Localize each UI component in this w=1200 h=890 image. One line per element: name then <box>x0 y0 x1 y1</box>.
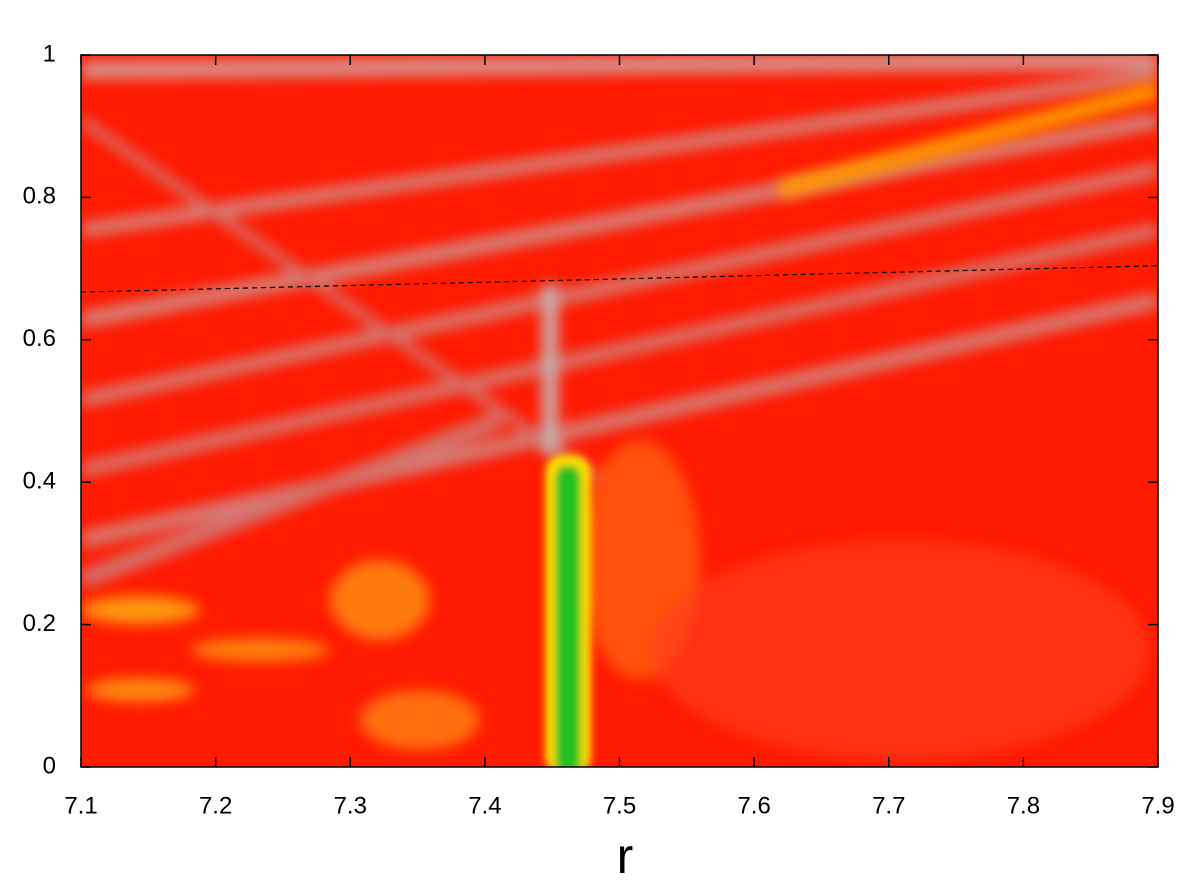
y-tick-label: 0.6 <box>23 325 56 352</box>
y-tick-label: 0.8 <box>23 183 56 210</box>
heatmap-background <box>81 55 1158 767</box>
y-tick-label: 0.4 <box>23 468 56 495</box>
y-tick-label: 0 <box>43 752 56 779</box>
x-tick-label: 7.9 <box>1141 792 1174 819</box>
x-tick-label: 7.4 <box>468 792 501 819</box>
x-axis-label: r <box>617 828 634 884</box>
y-tick-label: 0.2 <box>23 610 56 637</box>
x-tick-label: 7.3 <box>334 792 367 819</box>
x-tick-label: 7.1 <box>64 792 97 819</box>
x-tick-label: 7.5 <box>603 792 636 819</box>
x-tick-label: 7.6 <box>737 792 770 819</box>
y-tick-label: 1 <box>43 40 56 67</box>
x-tick-label: 7.2 <box>199 792 232 819</box>
x-tick-label: 7.7 <box>872 792 905 819</box>
x-tick-label: 7.8 <box>1007 792 1040 819</box>
